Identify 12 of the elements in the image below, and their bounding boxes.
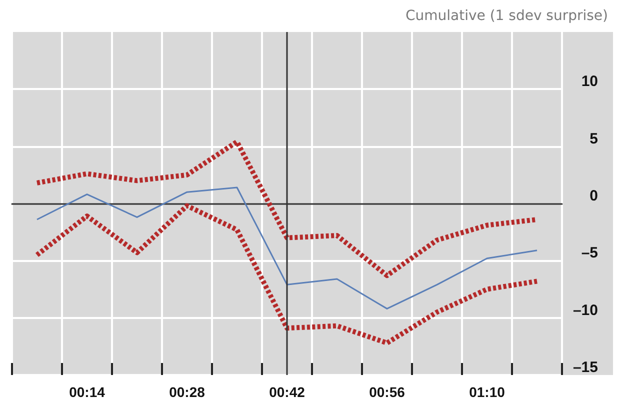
y-tick-label: 10 <box>581 73 598 90</box>
x-tick-label: 00:14 <box>69 384 106 400</box>
y-tick-label: –10 <box>572 302 598 319</box>
y-tick-label: –15 <box>572 359 598 376</box>
y-axis-title: Cumulative (1 sdev surprise) <box>405 8 608 24</box>
x-tick-label: 00:56 <box>369 384 406 400</box>
x-tick-label: 01:10 <box>469 384 506 400</box>
y-tick-label: –5 <box>581 244 598 262</box>
y-tick-label: 0 <box>590 188 598 204</box>
x-tick-label: 00:28 <box>169 384 206 400</box>
y-tick-label: 5 <box>590 130 598 148</box>
x-tick-label: 00:42 <box>269 384 306 400</box>
